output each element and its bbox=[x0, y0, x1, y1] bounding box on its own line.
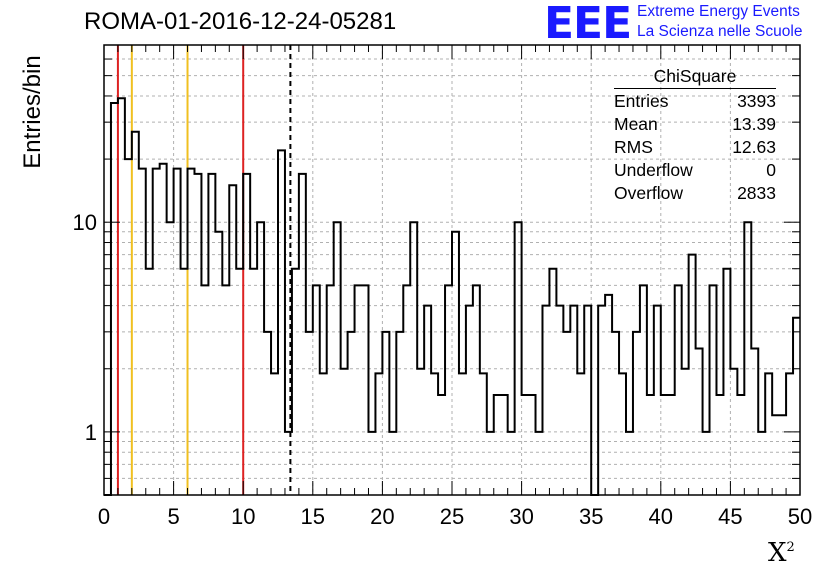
x-tick-label: 35 bbox=[579, 504, 603, 529]
x-axis-label-superscript: 2 bbox=[786, 540, 795, 555]
stats-label: Mean bbox=[614, 114, 658, 134]
x-tick-label: 0 bbox=[98, 504, 110, 529]
stats-value: 3393 bbox=[737, 91, 776, 111]
x-tick-label: 45 bbox=[718, 504, 742, 529]
stats-label: RMS bbox=[614, 137, 653, 157]
stats-label: Underflow bbox=[614, 160, 693, 180]
x-tick-label: 10 bbox=[231, 504, 255, 529]
stats-label: Overflow bbox=[614, 183, 684, 203]
y-tick-label: 10 bbox=[73, 210, 97, 235]
chart-title: ROMA-01-2016-12-24-05281 bbox=[84, 8, 397, 35]
histogram-steps bbox=[104, 97, 800, 496]
stats-row-underflow: Underflow 0 bbox=[614, 160, 776, 183]
x-tick-label: 40 bbox=[649, 504, 673, 529]
x-axis-label: X2 bbox=[768, 538, 795, 568]
stats-value: 13.39 bbox=[732, 114, 776, 134]
x-tick-label: 20 bbox=[370, 504, 394, 529]
stats-row-entries: Entries 3393 bbox=[614, 91, 776, 114]
stats-value: 12.63 bbox=[732, 137, 776, 157]
stats-title: ChiSquare bbox=[614, 66, 776, 89]
stats-label: Entries bbox=[614, 91, 669, 111]
stats-box: ChiSquare Entries 3393 Mean 13.39 RMS 12… bbox=[614, 66, 776, 206]
stats-row-rms: RMS 12.63 bbox=[614, 137, 776, 160]
eee-logo: EEE bbox=[544, 0, 632, 49]
histogram-line bbox=[104, 97, 800, 496]
x-tick-label: 30 bbox=[509, 504, 533, 529]
marker-lines bbox=[116, 45, 292, 495]
axis-ticks: 0 5 10 15 20 25 30 35 40 45 50 1 10 bbox=[73, 44, 812, 529]
x-tick-label: 15 bbox=[301, 504, 325, 529]
x-tick-label: 5 bbox=[167, 504, 179, 529]
y-axis-label: Entries/bin bbox=[19, 55, 46, 169]
stats-row-overflow: Overflow 2833 bbox=[614, 183, 776, 206]
y-tick-label: 1 bbox=[85, 420, 97, 445]
logo-text-line1: Extreme Energy Events bbox=[637, 3, 800, 20]
x-tick-label: 50 bbox=[788, 504, 812, 529]
stats-value: 2833 bbox=[737, 183, 776, 203]
x-axis-label-base: X bbox=[768, 538, 787, 568]
logo-text-line2: La Scienza nelle Scuole bbox=[637, 23, 803, 40]
stats-value: 0 bbox=[766, 160, 776, 180]
stats-row-mean: Mean 13.39 bbox=[614, 114, 776, 137]
x-tick-label: 25 bbox=[440, 504, 464, 529]
